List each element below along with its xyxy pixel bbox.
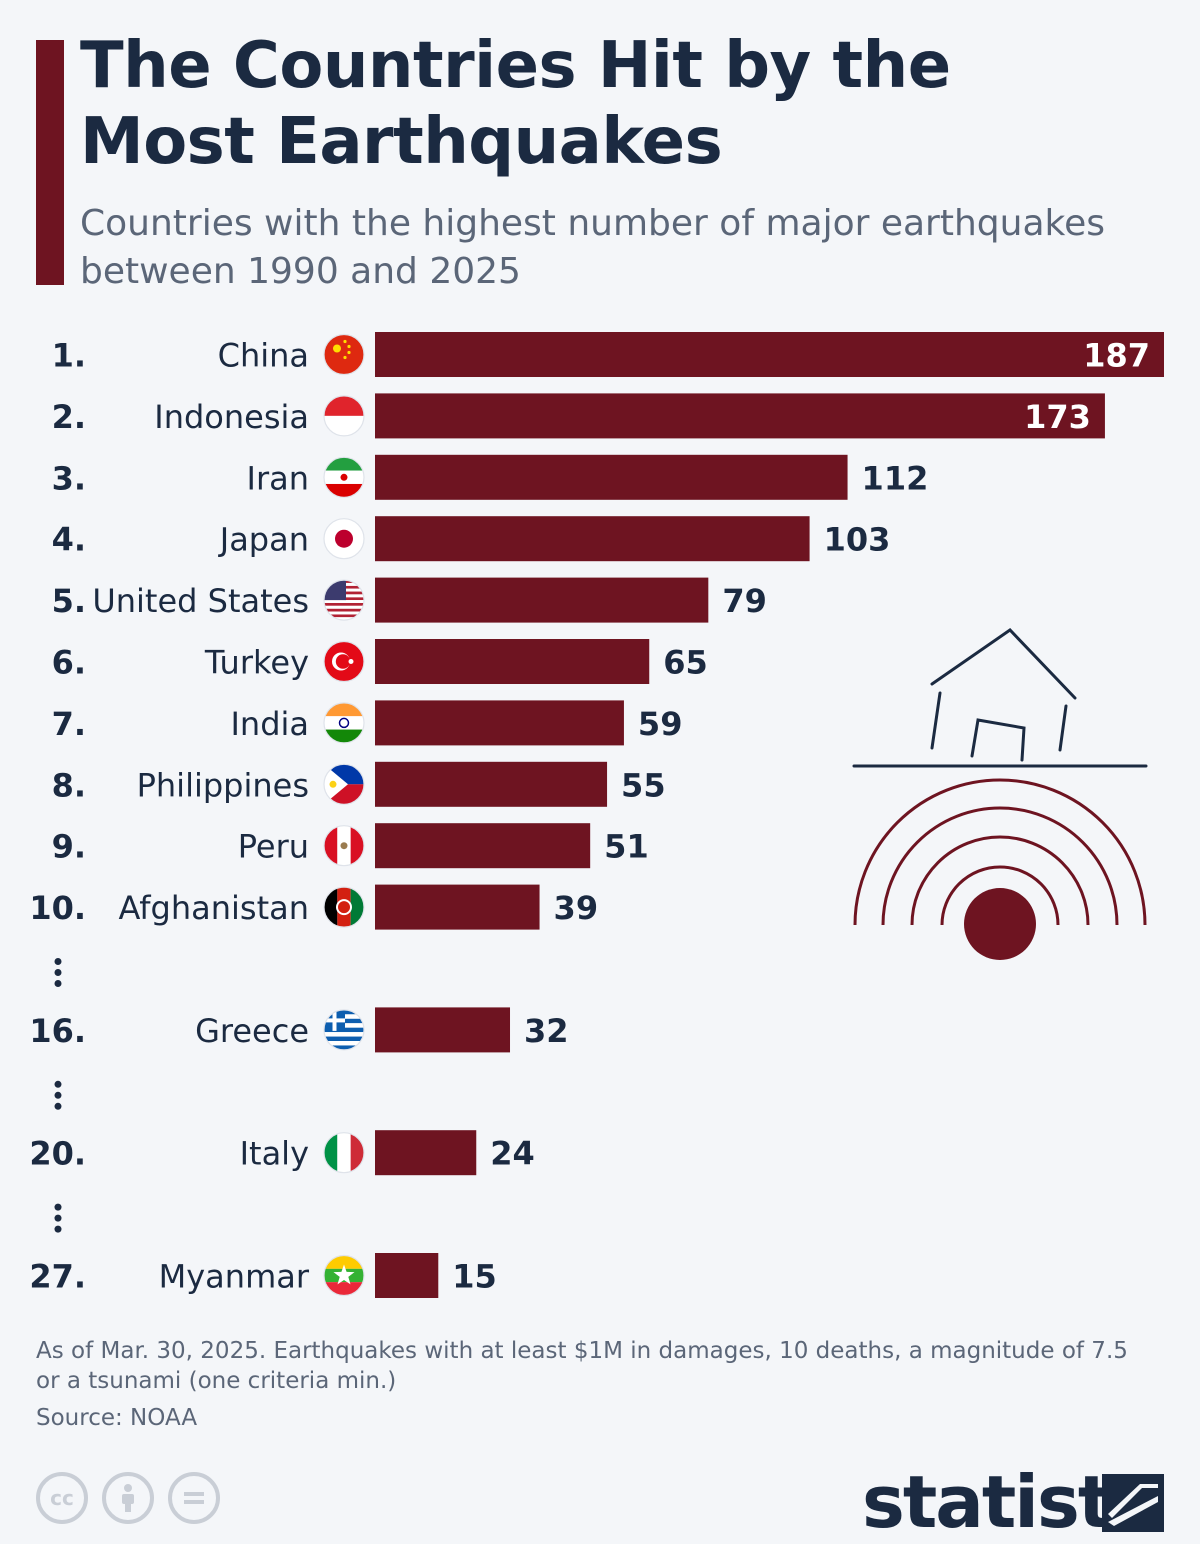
category-label: India: [230, 705, 309, 743]
rank-label: 4.: [52, 521, 86, 559]
rank-label: 20.: [29, 1135, 86, 1173]
afghanistan-flag-icon: [323, 886, 365, 928]
bar: [375, 700, 624, 746]
bar-chart: 1. China 187 2. Indonesia 173 3. Iran 112 4. Japan…: [29, 332, 1164, 1298]
bar: [375, 1253, 439, 1298]
bar: [375, 639, 650, 684]
ellipsis-icon: [54, 958, 62, 987]
category-label: Peru: [238, 828, 309, 866]
bar: [375, 332, 1164, 377]
rank-label: 6.: [52, 644, 86, 682]
myanmar-flag-icon: [323, 1254, 365, 1297]
bar: [375, 761, 608, 807]
value-label: 187: [1083, 337, 1150, 375]
source-note: Source: NOAA: [36, 1405, 198, 1431]
category-label: Greece: [195, 1012, 309, 1050]
value-label: 24: [490, 1135, 535, 1173]
india-flag-icon: [323, 702, 365, 744]
rank-label: 2.: [52, 398, 86, 436]
category-label: Italy: [240, 1135, 309, 1173]
bar: [375, 516, 810, 562]
iran-flag-icon: [323, 456, 365, 498]
ellipsis-icon: [54, 1203, 62, 1233]
turkey-flag-icon: [323, 640, 365, 683]
title-accent-bar: [36, 40, 64, 285]
bar: [375, 454, 848, 500]
category-label: Japan: [218, 521, 309, 559]
rank-label: 7.: [52, 705, 86, 743]
rank-label: 5.: [52, 582, 86, 620]
page-title: The Countries Hit by the Most Earthquake…: [80, 29, 951, 179]
footnote: As of Mar. 30, 2025. Earthquakes with at…: [36, 1338, 1128, 1394]
indonesia-flag-icon: [323, 395, 365, 437]
statista-logo-icon: [1102, 1474, 1164, 1532]
value-label: 51: [604, 828, 649, 866]
category-label: United States: [92, 582, 309, 620]
value-label: 32: [524, 1012, 569, 1050]
italy-flag-icon: [323, 1132, 365, 1174]
bar: [375, 884, 540, 930]
category-label: Philippines: [137, 766, 309, 804]
cc-icon: cc: [36, 1472, 88, 1524]
value-label: 65: [663, 644, 708, 682]
value-label: 112: [862, 459, 929, 497]
license-icons: cc: [36, 1472, 220, 1524]
value-label: 173: [1024, 398, 1091, 436]
value-label: 55: [621, 766, 666, 804]
value-label: 15: [452, 1258, 497, 1296]
bar: [375, 1130, 477, 1176]
bar: [375, 1007, 511, 1053]
category-label: Turkey: [204, 644, 309, 682]
rank-label: 27.: [29, 1258, 86, 1296]
bar: [375, 577, 709, 623]
rank-label: 16.: [29, 1012, 86, 1050]
us-flag-icon: [323, 579, 365, 621]
value-label: 39: [554, 889, 599, 927]
house-earthquake-icon: [852, 628, 1148, 960]
ellipsis-icon: [54, 1080, 62, 1110]
value-label: 79: [722, 582, 767, 620]
no-derivatives-icon: [168, 1472, 220, 1524]
bar: [375, 823, 591, 869]
rank-label: 1.: [52, 337, 86, 375]
attribution-icon: [102, 1472, 154, 1524]
category-label: Myanmar: [159, 1258, 310, 1296]
category-label: Afghanistan: [119, 889, 310, 927]
rank-label: 10.: [29, 889, 86, 927]
peru-flag-icon: [323, 825, 365, 867]
japan-flag-icon: [323, 518, 365, 560]
value-label: 59: [638, 705, 683, 743]
philippines-flag-icon: [323, 763, 365, 805]
category-label: Indonesia: [154, 398, 309, 436]
bar: [375, 393, 1105, 439]
greece-flag-icon: [323, 1009, 365, 1051]
page-subtitle: Countries with the highest number of maj…: [80, 203, 1105, 292]
rank-label: 9.: [52, 828, 86, 866]
category-label: China: [218, 337, 309, 375]
rank-label: 3.: [52, 459, 86, 497]
category-label: Iran: [247, 459, 309, 497]
rank-label: 8.: [52, 766, 86, 804]
china-flag-icon: [323, 333, 365, 376]
value-label: 103: [824, 521, 891, 559]
